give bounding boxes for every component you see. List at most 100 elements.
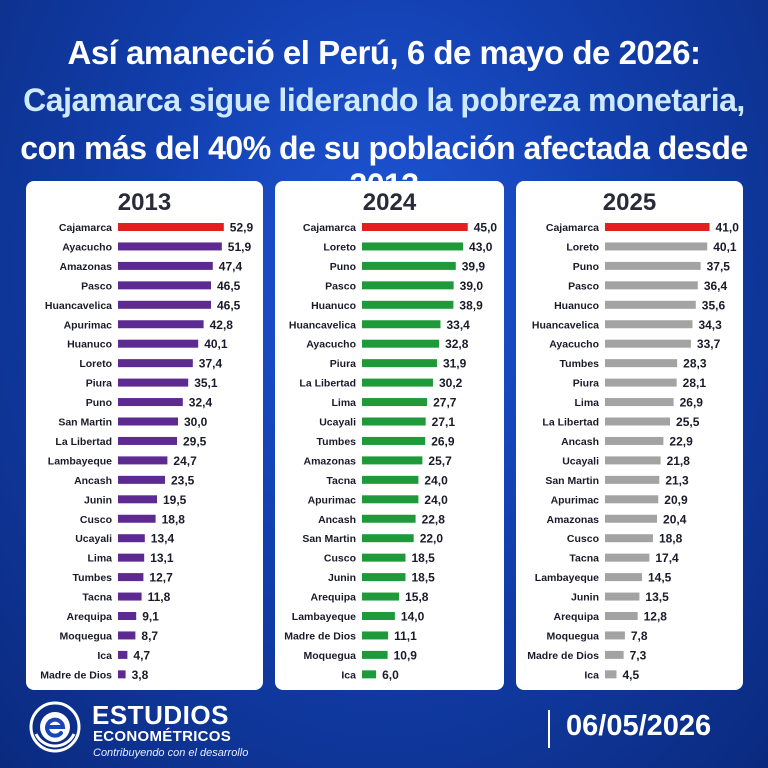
bar (362, 223, 468, 231)
bar-value-label: 12,8 (644, 610, 668, 624)
bar (118, 436, 177, 445)
category-label: Amazonas (59, 261, 112, 273)
category-label: Madre de Dios (40, 669, 112, 681)
bar (118, 612, 137, 620)
bar-value-label: 13,5 (645, 590, 669, 604)
bar (362, 573, 406, 582)
category-label: Moquegua (60, 630, 113, 642)
bar-value-label: 10,9 (394, 648, 418, 662)
bar (118, 281, 211, 290)
bar-value-label: 46,5 (217, 298, 241, 312)
bar-value-label: 17,4 (655, 551, 679, 565)
headline-line-1: Así amaneció el Perú, 6 de mayo de 2026: (67, 34, 701, 71)
category-label: Amazonas (303, 455, 356, 467)
bar (118, 339, 199, 348)
panel-year-title: 2013 (117, 189, 172, 216)
bar-value-label: 25,7 (428, 454, 452, 468)
category-label: Lambayeque (535, 572, 599, 584)
bar-value-label: 43,0 (469, 240, 493, 254)
bar-value-label: 28,3 (683, 357, 707, 371)
bar-value-label: 27,1 (432, 415, 456, 429)
bar-value-label: 18,5 (411, 571, 435, 585)
category-label: Madre de Dios (284, 630, 356, 642)
bar-value-label: 18,8 (162, 512, 186, 526)
bar (605, 534, 653, 543)
category-label: Huancavelica (532, 319, 599, 331)
category-label: Ayacucho (306, 339, 356, 351)
bar (605, 359, 678, 368)
bar (118, 514, 156, 523)
estudios-econometricos-logo-icon (29, 701, 81, 753)
category-label: Pasco (81, 280, 112, 292)
category-label: Piura (86, 378, 112, 390)
panel-year-title: 2024 (362, 189, 417, 216)
bar-value-label: 27,7 (433, 396, 457, 410)
category-label: Ucayali (319, 417, 356, 429)
bar-value-label: 18,5 (411, 551, 435, 565)
bar-value-label: 22,0 (420, 532, 444, 546)
bar (362, 612, 395, 620)
bar (118, 242, 222, 251)
bar (605, 592, 640, 601)
bar (605, 320, 693, 329)
category-label: Apurimac (64, 319, 113, 331)
bar-value-label: 30,2 (439, 376, 463, 390)
bar-value-label: 51,9 (228, 240, 252, 254)
bar-value-label: 24,7 (173, 454, 197, 468)
bar-value-label: 36,4 (704, 279, 728, 293)
bar (118, 534, 145, 543)
brand-name: ESTUDIOS (92, 700, 229, 730)
bar (118, 417, 178, 426)
bar-value-label: 18,8 (659, 532, 683, 546)
category-label: Cajamarca (59, 222, 112, 234)
category-label: Piura (573, 378, 599, 390)
category-label: Pasco (325, 280, 356, 292)
bar (362, 300, 454, 309)
bar (362, 417, 426, 426)
category-label: Huanuco (67, 339, 112, 351)
bar (362, 475, 419, 484)
brand-tagline: Contribuyendo con el desarrollo (93, 747, 249, 759)
bar-value-label: 41,0 (716, 221, 740, 235)
category-label: Puno (573, 261, 599, 273)
category-label: Ancash (561, 436, 599, 448)
publication-date: 06/05/2026 (566, 710, 712, 742)
bar-value-label: 47,4 (219, 259, 243, 273)
bar (605, 223, 710, 231)
category-label: Arequipa (310, 592, 356, 604)
category-label: Puno (86, 397, 112, 409)
bar-value-label: 20,4 (663, 512, 687, 526)
bar-value-label: 39,0 (460, 279, 484, 293)
bar-value-label: 8,7 (141, 629, 158, 643)
category-label: Piura (330, 358, 356, 370)
bar (605, 456, 661, 465)
category-label: Apurimac (308, 494, 357, 506)
bar-value-label: 31,9 (443, 357, 467, 371)
bar (605, 631, 625, 640)
bar (362, 339, 440, 348)
category-label: Lima (87, 553, 112, 565)
bar (605, 612, 638, 620)
category-label: Cajamarca (303, 222, 356, 234)
category-label: Cajamarca (546, 222, 599, 234)
bar-value-label: 37,4 (199, 357, 223, 371)
category-label: Loreto (323, 241, 356, 253)
bar (118, 223, 224, 231)
panel-2024: 2024 Cajamarca 45,0 Loreto 43,0 Puno 39,9 Pasc… (275, 181, 504, 690)
panel-2025: 2025 Cajamarca 41,0 Loreto 40,1 Puno 37,5 Pasc… (516, 181, 743, 690)
category-label: Ayacucho (62, 241, 112, 253)
bar (605, 417, 671, 426)
bar (362, 378, 433, 387)
bar-value-label: 34,3 (698, 318, 722, 332)
bar-value-label: 45,0 (474, 221, 498, 235)
bar-value-label: 6,0 (382, 668, 399, 682)
bar (118, 398, 183, 407)
bar (605, 242, 708, 251)
bar (362, 514, 416, 523)
category-label: Lambayeque (48, 455, 112, 467)
bar-value-label: 28,1 (683, 376, 707, 390)
bar-chart-2025: Cajamarca 41,0 Loreto 40,1 Puno 37,5 Pasco 36,4… (527, 221, 740, 682)
bar-value-label: 37,5 (707, 259, 731, 273)
bar-value-label: 20,9 (664, 493, 688, 507)
bar-value-label: 9,1 (142, 610, 159, 624)
